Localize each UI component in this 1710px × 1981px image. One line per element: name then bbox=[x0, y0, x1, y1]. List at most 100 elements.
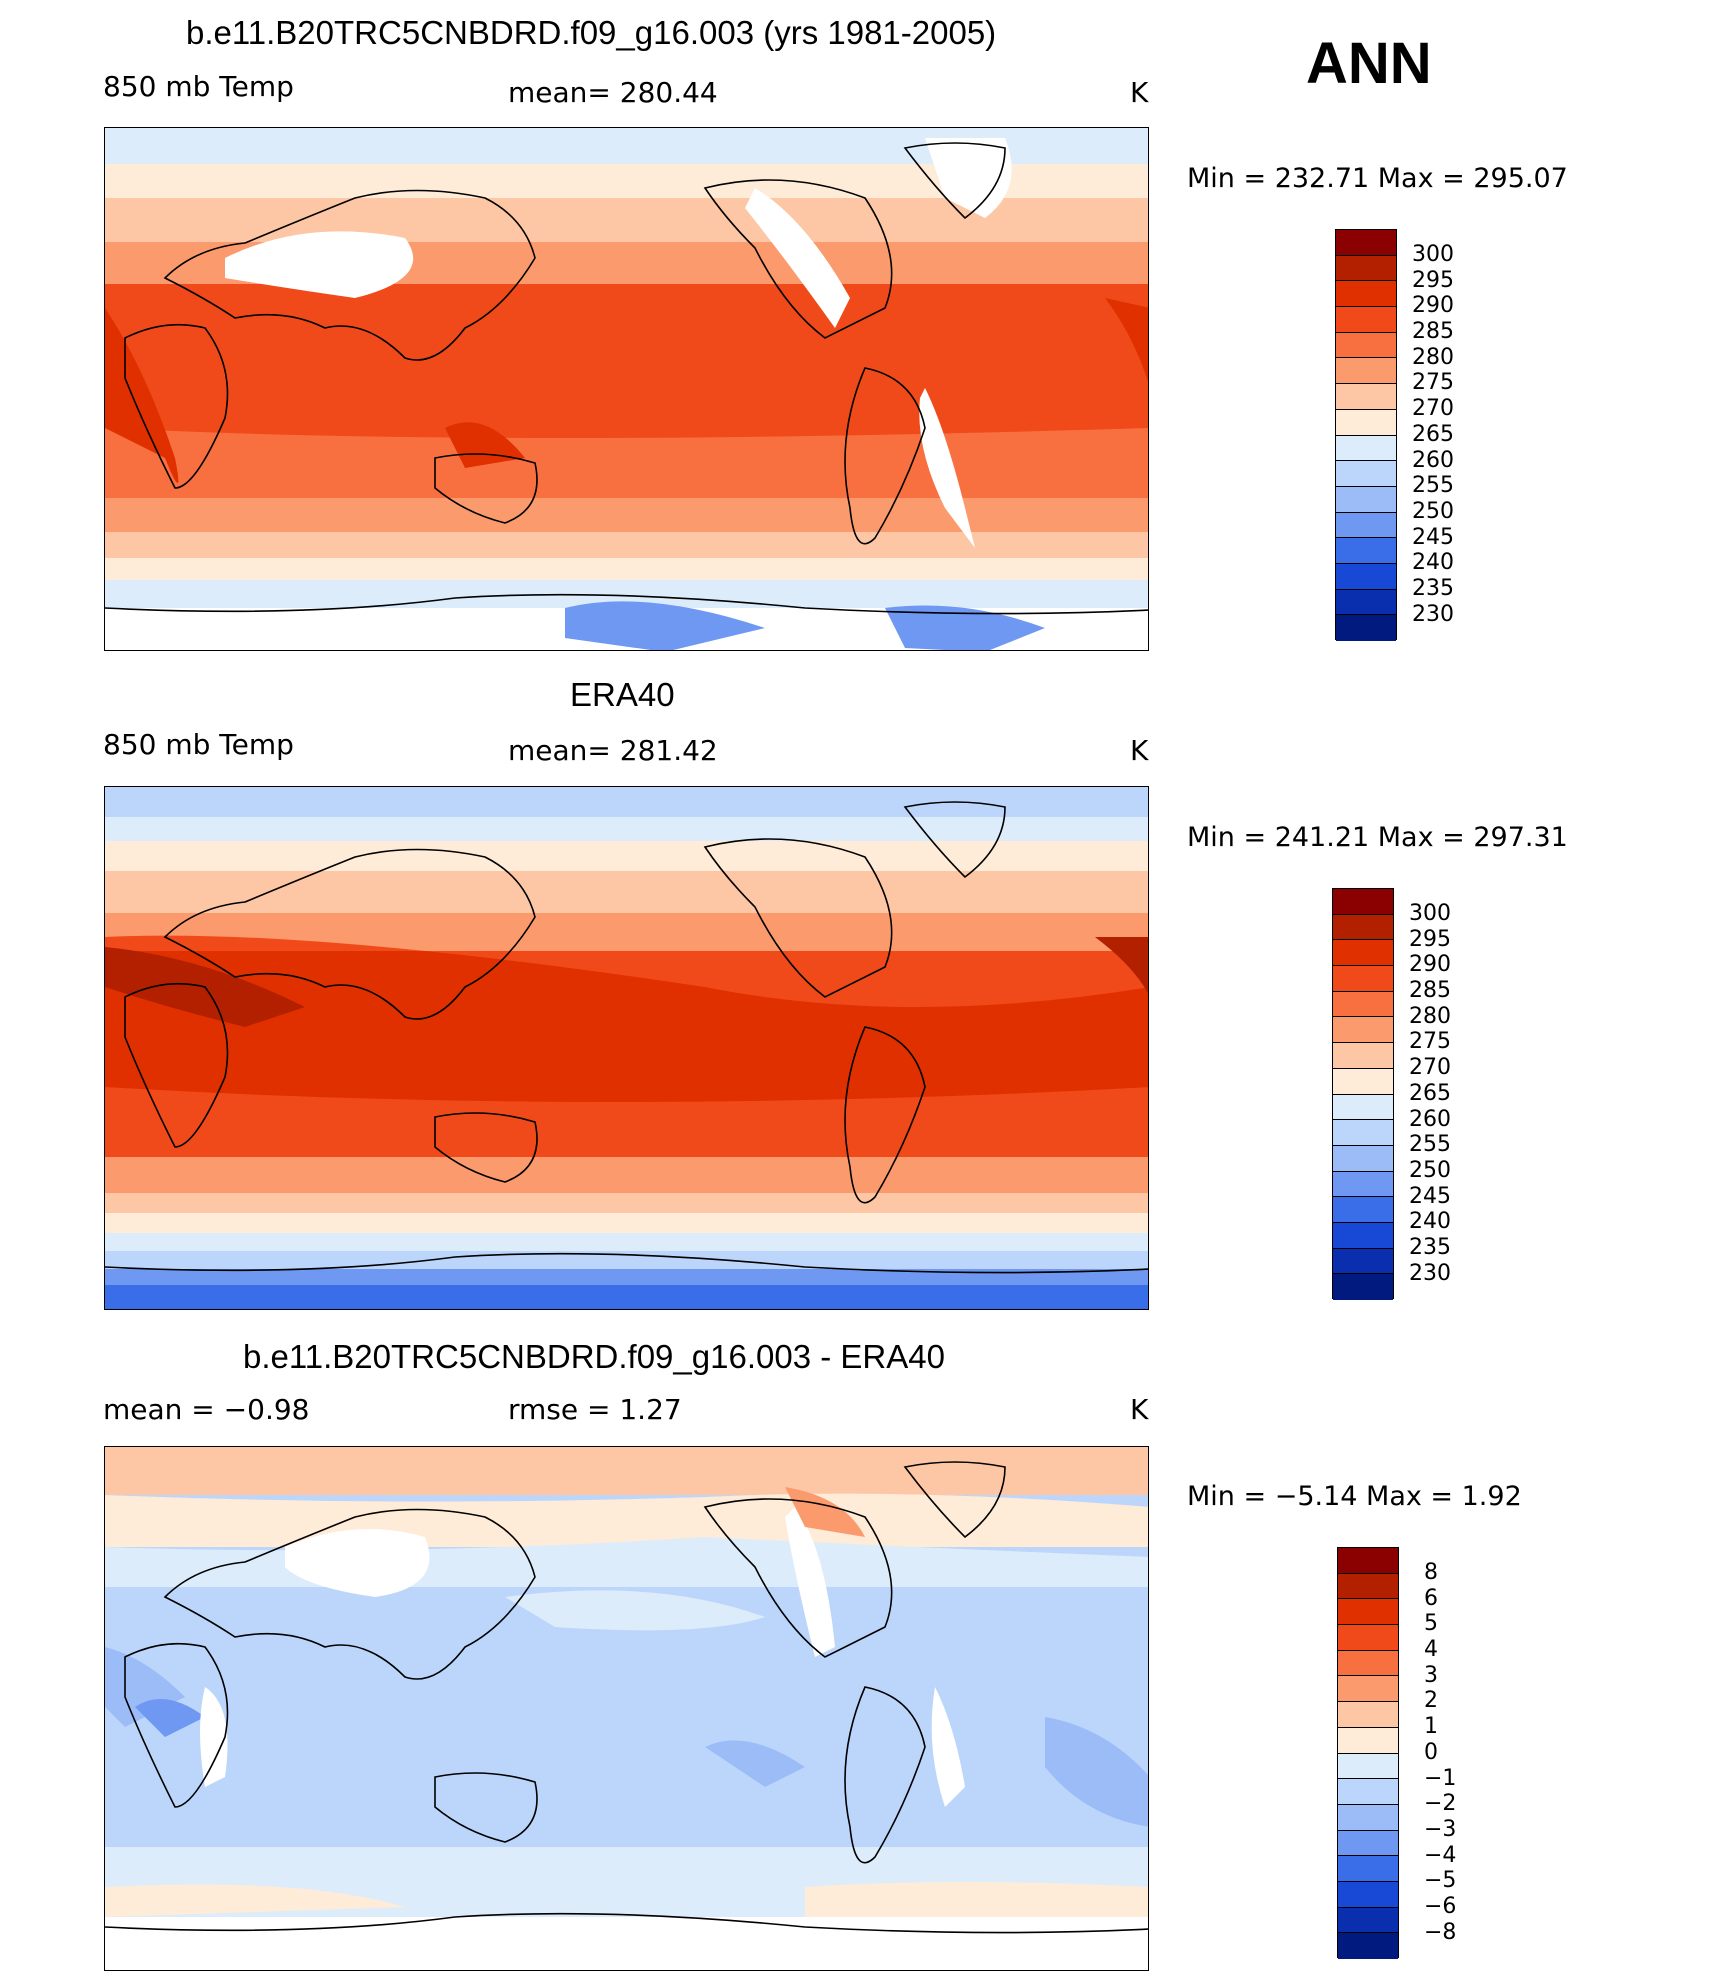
colorbar-diff bbox=[1337, 1547, 1399, 1959]
colorbar-tick-label: 235 bbox=[1412, 575, 1454, 601]
colorbar-swatch bbox=[1333, 1222, 1393, 1249]
mean-label: mean= 280.44 bbox=[508, 76, 718, 109]
colorbar-swatch bbox=[1338, 1779, 1398, 1805]
colorbar-swatch bbox=[1333, 1043, 1393, 1069]
colorbar-tick-label: 245 bbox=[1412, 524, 1454, 550]
colorbar-swatch bbox=[1336, 435, 1396, 462]
colorbar-swatch bbox=[1336, 486, 1396, 513]
colorbar-tick-label: 260 bbox=[1409, 1106, 1451, 1132]
colorbar-swatch bbox=[1336, 230, 1396, 256]
colorbar-swatch bbox=[1336, 384, 1396, 410]
colorbar-tick-label: 2 bbox=[1424, 1688, 1438, 1714]
panel-title: b.e11.B20TRC5CNBDRD.f09_g16.003 - ERA40 bbox=[243, 1338, 945, 1375]
colorbar-swatch bbox=[1338, 1830, 1398, 1857]
variable-label: 850 mb Temp bbox=[103, 728, 294, 761]
colorbar-swatch bbox=[1338, 1856, 1398, 1882]
colorbar-swatch bbox=[1338, 1548, 1398, 1574]
colorbar-swatch bbox=[1333, 1197, 1393, 1223]
colorbar-swatch bbox=[1338, 1933, 1398, 1959]
colorbar-tick-label: 245 bbox=[1409, 1183, 1451, 1209]
colorbar-swatch bbox=[1336, 255, 1396, 282]
colorbar-swatch bbox=[1336, 281, 1396, 308]
colorbar-tick-label: −1 bbox=[1424, 1765, 1457, 1791]
colorbar-tick-label: 235 bbox=[1409, 1234, 1451, 1260]
colorbar-tick-label: 295 bbox=[1412, 267, 1454, 293]
colorbar-swatch bbox=[1338, 1599, 1398, 1626]
colorbar-tick-label: 280 bbox=[1409, 1003, 1451, 1029]
colorbar-swatch bbox=[1336, 307, 1396, 333]
colorbar-tick-label: 290 bbox=[1412, 293, 1454, 319]
map-model bbox=[104, 127, 1149, 651]
min-max-label: Min = 232.71 Max = 295.07 bbox=[1187, 163, 1568, 194]
units-label: K bbox=[1130, 734, 1149, 767]
colorbar-tick-label: 3 bbox=[1424, 1662, 1438, 1688]
colorbar-swatch bbox=[1333, 914, 1393, 941]
colorbar-swatch bbox=[1333, 1274, 1393, 1300]
map-diff bbox=[104, 1446, 1149, 1971]
colorbar-tick-label: 270 bbox=[1412, 396, 1454, 422]
colorbar-tick-label: 8 bbox=[1424, 1560, 1438, 1585]
colorbar-tick-label: 270 bbox=[1409, 1055, 1451, 1081]
colorbar-tick-label: 285 bbox=[1412, 319, 1454, 345]
colorbar-swatch bbox=[1333, 940, 1393, 967]
map-obs bbox=[104, 786, 1149, 1310]
units-label: K bbox=[1130, 76, 1149, 109]
colorbar-swatch bbox=[1338, 1907, 1398, 1934]
colorbar-swatch bbox=[1336, 512, 1396, 539]
colorbar-swatch bbox=[1333, 1068, 1393, 1095]
colorbar-swatch bbox=[1333, 1017, 1393, 1044]
colorbar-tick-label: 290 bbox=[1409, 952, 1451, 978]
colorbar-tick-label: 230 bbox=[1412, 601, 1454, 627]
colorbar-swatch bbox=[1333, 1145, 1393, 1172]
colorbar-swatch bbox=[1336, 332, 1396, 359]
colorbar-swatch bbox=[1333, 1094, 1393, 1121]
colorbar-tick-label: 300 bbox=[1412, 242, 1454, 267]
colorbar-tick-label: 265 bbox=[1412, 421, 1454, 447]
colorbar-tick-label: 275 bbox=[1412, 370, 1454, 396]
colorbar-swatch bbox=[1333, 889, 1393, 915]
colorbar-swatch bbox=[1333, 966, 1393, 992]
mean-label: mean= 281.42 bbox=[508, 734, 718, 767]
min-max-label: Min = −5.14 Max = 1.92 bbox=[1187, 1481, 1522, 1512]
colorbar-swatch bbox=[1336, 409, 1396, 436]
colorbar-tick-label: 255 bbox=[1412, 473, 1454, 499]
rmse-label: rmse = 1.27 bbox=[508, 1393, 682, 1426]
colorbar-tick-label: 295 bbox=[1409, 926, 1451, 952]
colorbar-tick-label: 280 bbox=[1412, 344, 1454, 370]
colorbar-tick-label: 1 bbox=[1424, 1714, 1438, 1740]
colorbar-tick-label: 240 bbox=[1409, 1209, 1451, 1235]
colorbar-swatch bbox=[1333, 991, 1393, 1018]
colorbar-swatch bbox=[1336, 461, 1396, 487]
variable-label: 850 mb Temp bbox=[103, 70, 294, 103]
colorbar-swatch bbox=[1338, 1702, 1398, 1728]
season-label: ANN bbox=[1306, 31, 1432, 96]
panel-title: b.e11.B20TRC5CNBDRD.f09_g16.003 (yrs 198… bbox=[186, 14, 997, 51]
colorbar-swatch bbox=[1336, 358, 1396, 385]
colorbar-swatch bbox=[1338, 1753, 1398, 1780]
colorbar-swatch bbox=[1336, 615, 1396, 641]
colorbar-tick-label: −3 bbox=[1424, 1816, 1457, 1842]
units-label: K bbox=[1130, 1393, 1149, 1426]
colorbar-tick-label: 230 bbox=[1409, 1260, 1451, 1286]
colorbar-model bbox=[1335, 229, 1397, 641]
colorbar-tick-label: −8 bbox=[1424, 1919, 1457, 1945]
colorbar-tick-label: −5 bbox=[1424, 1868, 1457, 1894]
colorbar-tick-label: −4 bbox=[1424, 1842, 1457, 1868]
colorbar-swatch bbox=[1338, 1676, 1398, 1703]
colorbar-swatch bbox=[1333, 1248, 1393, 1275]
min-max-label: Min = 241.21 Max = 297.31 bbox=[1187, 822, 1568, 853]
colorbar-swatch bbox=[1336, 589, 1396, 616]
panel-title: ERA40 bbox=[570, 676, 675, 713]
colorbar-swatch bbox=[1336, 538, 1396, 564]
mean-label: mean = −0.98 bbox=[103, 1393, 310, 1426]
colorbar-tick-label: 240 bbox=[1412, 550, 1454, 576]
colorbar-tick-label: 275 bbox=[1409, 1029, 1451, 1055]
colorbar-tick-label: 250 bbox=[1409, 1157, 1451, 1183]
colorbar-swatch bbox=[1338, 1881, 1398, 1908]
colorbar-swatch bbox=[1333, 1120, 1393, 1146]
colorbar-swatch bbox=[1338, 1727, 1398, 1754]
colorbar-tick-label: 5 bbox=[1424, 1611, 1438, 1637]
colorbar-tick-label: 265 bbox=[1409, 1080, 1451, 1106]
colorbar-tick-label: 4 bbox=[1424, 1637, 1438, 1663]
colorbar-swatch bbox=[1338, 1625, 1398, 1651]
